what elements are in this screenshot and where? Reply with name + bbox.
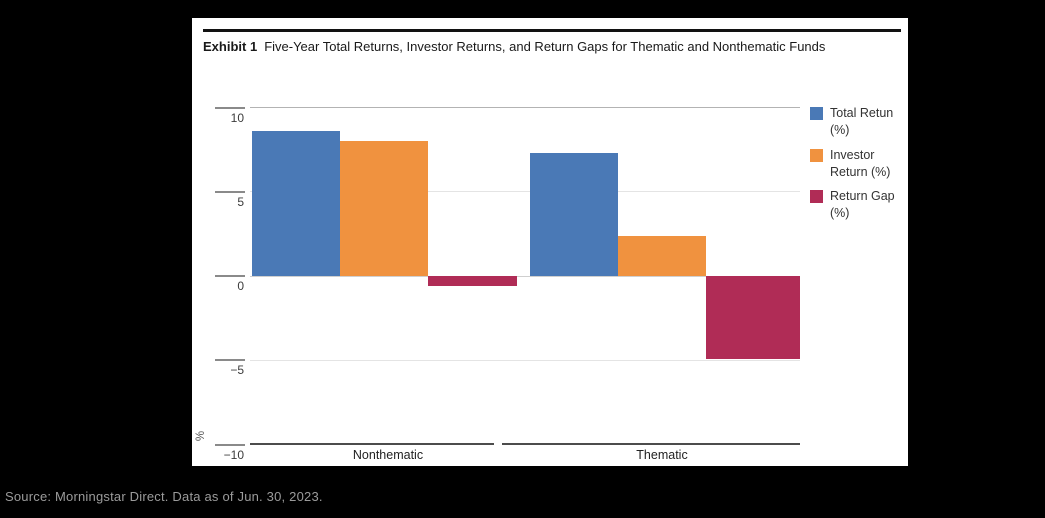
legend-label-line: Investor <box>830 148 875 162</box>
legend-item-investor-return: Investor Return (%) <box>810 147 890 181</box>
legend-item-total-retun: Total Retun (%) <box>810 105 893 139</box>
exhibit-title-text: Five-Year Total Returns, Investor Return… <box>264 39 826 54</box>
y-tick-dash--10 <box>215 443 245 446</box>
bar-nonthematic-return-gap <box>428 276 517 287</box>
gridline-y0 <box>250 275 800 277</box>
legend-label-line: Total Retun <box>830 106 894 120</box>
legend-label-line: Return (%) <box>830 165 891 179</box>
bar-thematic-total-retun <box>530 152 618 276</box>
bar-thematic-investor-return <box>618 235 706 276</box>
y-tick-label--5: −5 <box>230 363 244 378</box>
legend-label-line: (%) <box>830 123 850 137</box>
exhibit-top-rule <box>203 29 901 32</box>
gridline-y10 <box>250 107 800 108</box>
x-axis-line-left <box>250 443 494 445</box>
exhibit-title: Exhibit 1 Five-Year Total Returns, Invest… <box>203 39 825 54</box>
y-tick-label-5: 5 <box>237 194 244 209</box>
y-tick-dash-5 <box>215 190 245 193</box>
legend-swatch-total-retun <box>810 107 823 120</box>
y-tick-label-10: 10 <box>230 110 244 125</box>
x-axis-line-right <box>502 443 800 445</box>
legend-swatch-investor-return <box>810 149 823 162</box>
y-tick-label-0: 0 <box>237 279 244 293</box>
exhibit-label: Exhibit 1 <box>203 39 258 54</box>
y-tick-dash-10 <box>215 106 245 109</box>
legend-label-investor-return: Investor Return (%) <box>830 147 890 181</box>
legend-label-total-retun: Total Retun (%) <box>830 105 893 139</box>
legend-item-return-gap: Return Gap (%) <box>810 188 895 222</box>
y-tick-dash--5 <box>215 359 245 362</box>
y-axis-unit-label: % <box>195 430 208 442</box>
gridline-y-5 <box>250 359 800 361</box>
bar-nonthematic-total-retun <box>252 131 340 276</box>
bar-thematic-return-gap <box>706 276 800 359</box>
legend-swatch-return-gap <box>810 190 823 203</box>
gridline-y5 <box>250 191 800 193</box>
x-category-label-nonthematic: Nonthematic <box>352 448 424 462</box>
legend-label-line: Return Gap <box>830 189 895 203</box>
x-category-label-thematic: Thematic <box>636 448 688 462</box>
legend-label-line: (%) <box>830 206 850 220</box>
y-tick-dash-0 <box>215 275 245 277</box>
y-tick-label--10: −10 <box>223 447 244 462</box>
source-note: Source: Morningstar Direct. Data as of J… <box>5 489 323 504</box>
exhibit-panel: Exhibit 1 Five-Year Total Returns, Invest… <box>192 18 908 466</box>
bar-nonthematic-investor-return <box>340 141 428 276</box>
chart-area: % 10 5 0 −5 −10 Nonthematic Thematic Total Retu… <box>192 18 908 466</box>
legend-label-return-gap: Return Gap (%) <box>830 188 895 222</box>
